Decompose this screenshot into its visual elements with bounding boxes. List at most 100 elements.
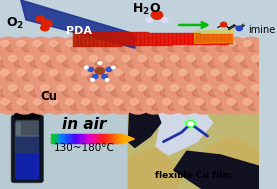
Bar [109, 134, 110, 143]
Circle shape [30, 60, 40, 67]
Circle shape [252, 85, 260, 91]
Polygon shape [180, 33, 184, 44]
Bar [103, 134, 104, 143]
Circle shape [0, 67, 5, 85]
Circle shape [163, 40, 171, 46]
Bar [51, 134, 52, 143]
Circle shape [233, 45, 242, 52]
Circle shape [50, 40, 57, 46]
Circle shape [12, 96, 37, 114]
Polygon shape [129, 110, 161, 147]
Circle shape [143, 60, 153, 67]
Text: $\mathbf{O_2}$: $\mathbf{O_2}$ [6, 16, 25, 31]
Polygon shape [137, 32, 140, 45]
Circle shape [195, 40, 203, 46]
Circle shape [257, 60, 267, 67]
Circle shape [55, 74, 64, 81]
Polygon shape [21, 0, 135, 48]
Circle shape [25, 85, 33, 91]
Circle shape [45, 96, 69, 114]
Circle shape [3, 52, 29, 71]
Circle shape [127, 89, 137, 96]
Circle shape [106, 85, 114, 91]
Circle shape [119, 74, 129, 81]
Circle shape [82, 99, 90, 105]
Circle shape [238, 96, 263, 114]
Circle shape [66, 99, 74, 105]
Circle shape [151, 11, 163, 19]
Bar [87, 134, 89, 143]
Circle shape [93, 96, 118, 114]
Circle shape [50, 99, 57, 105]
Circle shape [147, 70, 155, 76]
Bar [89, 134, 90, 143]
Circle shape [95, 89, 105, 96]
Circle shape [142, 37, 166, 55]
Circle shape [163, 99, 171, 105]
Circle shape [247, 52, 272, 71]
Circle shape [192, 60, 202, 67]
Circle shape [154, 85, 163, 91]
Circle shape [184, 103, 194, 110]
Circle shape [50, 70, 57, 76]
Circle shape [233, 74, 242, 81]
Circle shape [265, 74, 275, 81]
Bar [118, 134, 120, 143]
Circle shape [171, 85, 179, 91]
Circle shape [149, 52, 175, 71]
Bar [107, 134, 109, 143]
Text: PDA: PDA [66, 26, 92, 36]
Circle shape [255, 96, 277, 114]
Circle shape [109, 67, 134, 85]
Circle shape [236, 26, 242, 31]
Polygon shape [132, 32, 137, 45]
Bar [101, 134, 102, 143]
Circle shape [0, 52, 13, 71]
Circle shape [91, 79, 94, 81]
Bar [67, 134, 69, 143]
Circle shape [125, 96, 150, 114]
Polygon shape [81, 31, 84, 46]
Circle shape [222, 96, 247, 114]
Bar [62, 134, 64, 143]
Circle shape [249, 74, 258, 81]
Circle shape [257, 89, 267, 96]
Circle shape [165, 52, 191, 71]
Bar [52, 134, 53, 143]
Circle shape [208, 89, 218, 96]
Polygon shape [104, 32, 109, 46]
Circle shape [45, 37, 69, 55]
Circle shape [152, 74, 161, 81]
Circle shape [238, 37, 263, 55]
Circle shape [95, 67, 104, 74]
Circle shape [87, 74, 96, 81]
Circle shape [42, 20, 52, 27]
Circle shape [211, 70, 219, 76]
Circle shape [168, 103, 177, 110]
Circle shape [114, 99, 122, 105]
Bar [120, 134, 122, 143]
Circle shape [63, 89, 72, 96]
Circle shape [133, 81, 159, 100]
Circle shape [14, 60, 24, 67]
Circle shape [182, 81, 207, 100]
Circle shape [19, 52, 45, 71]
Polygon shape [152, 33, 157, 45]
Circle shape [109, 37, 134, 55]
Circle shape [187, 85, 195, 91]
Circle shape [249, 45, 258, 52]
Circle shape [36, 16, 44, 22]
Circle shape [71, 103, 80, 110]
Circle shape [55, 45, 64, 52]
Circle shape [0, 55, 1, 61]
FancyBboxPatch shape [15, 135, 39, 154]
Polygon shape [184, 33, 188, 44]
Circle shape [227, 99, 235, 105]
Bar [80, 134, 82, 143]
Bar [104, 134, 106, 143]
Circle shape [222, 67, 247, 85]
Text: 130~180°C: 130~180°C [54, 143, 115, 153]
Circle shape [241, 60, 251, 67]
Polygon shape [196, 33, 200, 44]
Circle shape [147, 40, 155, 46]
